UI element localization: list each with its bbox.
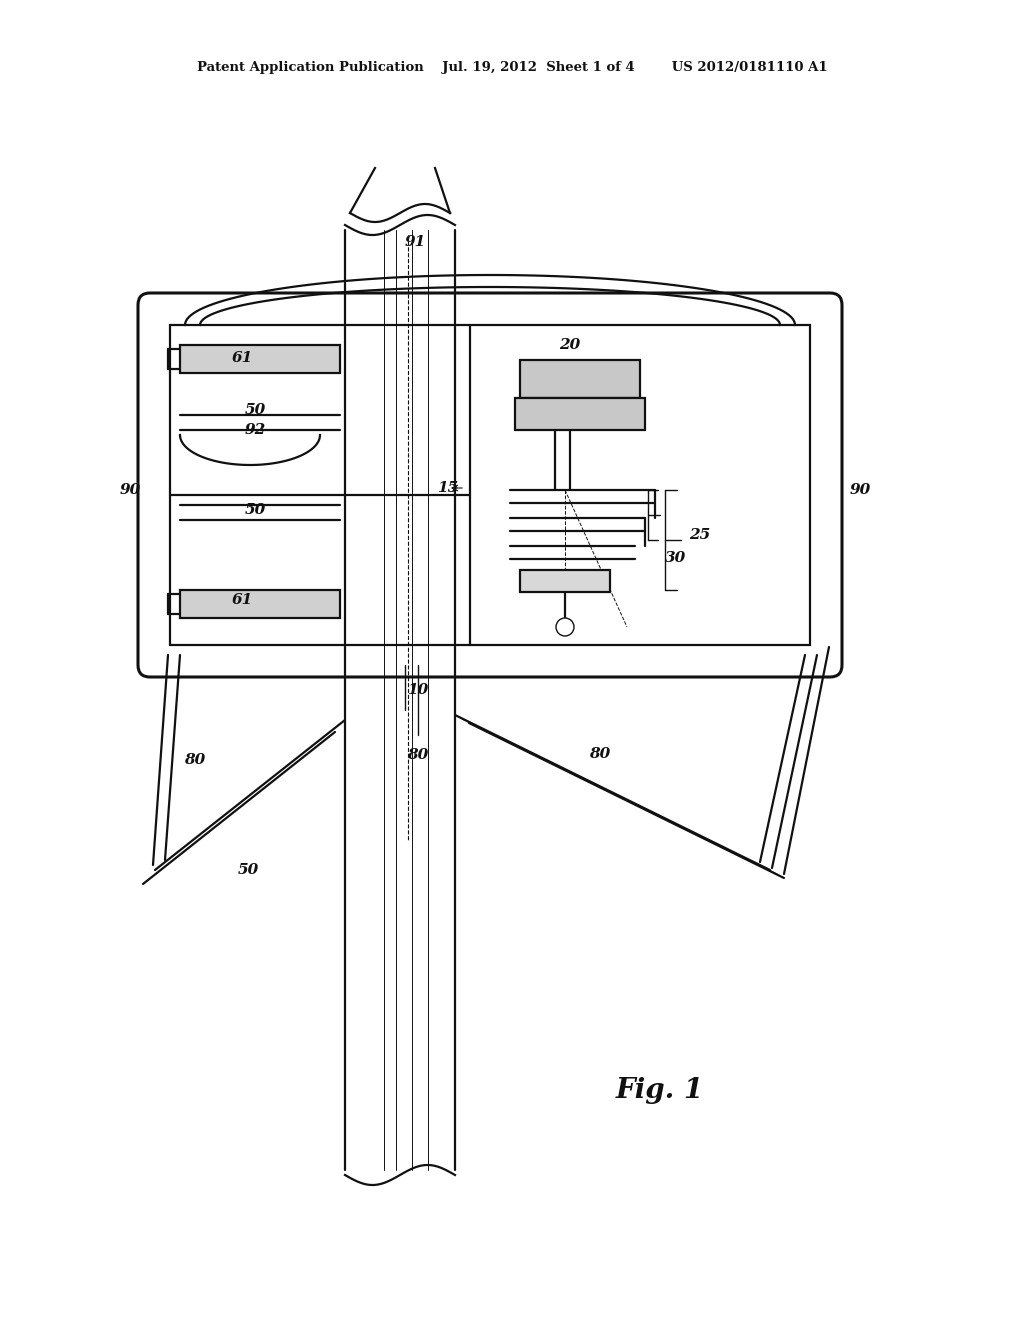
Text: Fig. 1: Fig. 1 bbox=[616, 1077, 705, 1104]
Text: 50: 50 bbox=[245, 403, 265, 417]
Text: 30: 30 bbox=[666, 550, 687, 565]
Text: 15: 15 bbox=[437, 480, 459, 495]
Bar bbox=[180, 590, 340, 618]
Text: 80: 80 bbox=[184, 752, 206, 767]
Text: 90: 90 bbox=[849, 483, 870, 498]
Bar bbox=[180, 345, 340, 374]
Bar bbox=[520, 360, 640, 399]
Text: 50: 50 bbox=[245, 503, 265, 517]
Text: 61: 61 bbox=[231, 351, 253, 366]
Bar bbox=[520, 570, 610, 591]
Text: 61: 61 bbox=[231, 593, 253, 607]
Text: 50: 50 bbox=[238, 863, 259, 876]
Text: 25: 25 bbox=[689, 528, 711, 543]
Text: 80: 80 bbox=[408, 748, 429, 762]
Bar bbox=[170, 325, 810, 645]
Text: 80: 80 bbox=[590, 747, 610, 762]
Text: 91: 91 bbox=[404, 235, 426, 249]
Bar bbox=[515, 399, 645, 430]
Text: 90: 90 bbox=[120, 483, 140, 498]
Text: Patent Application Publication    Jul. 19, 2012  Sheet 1 of 4        US 2012/018: Patent Application Publication Jul. 19, … bbox=[197, 62, 827, 74]
Text: 10: 10 bbox=[408, 682, 429, 697]
Text: 92: 92 bbox=[245, 422, 265, 437]
Text: 20: 20 bbox=[559, 338, 581, 352]
